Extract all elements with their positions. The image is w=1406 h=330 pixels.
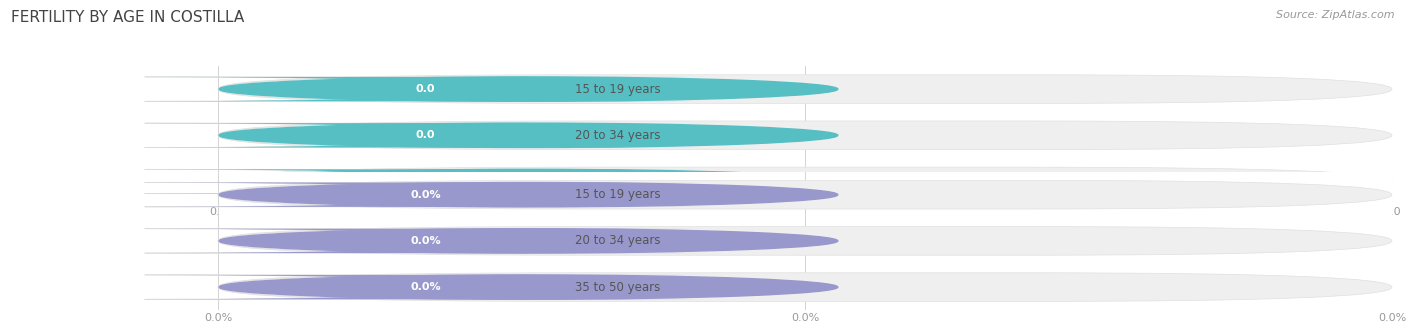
FancyBboxPatch shape [145,229,707,253]
Text: 0.0%: 0.0% [411,190,441,200]
Text: 0.0%: 0.0% [411,282,441,292]
FancyBboxPatch shape [145,229,529,253]
FancyBboxPatch shape [218,181,1392,209]
Text: 15 to 19 years: 15 to 19 years [575,188,661,201]
Text: FERTILITY BY AGE IN COSTILLA: FERTILITY BY AGE IN COSTILLA [11,10,245,25]
FancyBboxPatch shape [145,77,707,101]
FancyBboxPatch shape [145,275,707,299]
FancyBboxPatch shape [145,169,707,194]
Circle shape [219,123,838,148]
Circle shape [219,169,838,194]
Text: 0.0%: 0.0% [411,236,441,246]
Text: 35 to 50 years: 35 to 50 years [575,280,659,294]
Text: 20 to 34 years: 20 to 34 years [575,234,661,248]
Circle shape [219,275,838,299]
Text: 0.0: 0.0 [416,177,436,186]
Text: 20 to 34 years: 20 to 34 years [575,129,661,142]
Circle shape [219,229,838,253]
Circle shape [219,182,838,207]
FancyBboxPatch shape [145,275,529,299]
Text: 0.0: 0.0 [416,130,436,140]
FancyBboxPatch shape [218,227,1392,255]
FancyBboxPatch shape [218,121,1392,149]
FancyBboxPatch shape [145,77,529,101]
FancyBboxPatch shape [218,273,1392,301]
FancyBboxPatch shape [218,167,1392,196]
FancyBboxPatch shape [145,182,529,207]
FancyBboxPatch shape [145,123,707,148]
FancyBboxPatch shape [218,75,1392,103]
FancyBboxPatch shape [145,169,529,194]
Text: 35 to 50 years: 35 to 50 years [575,175,659,188]
Text: 15 to 19 years: 15 to 19 years [575,82,661,96]
Text: Source: ZipAtlas.com: Source: ZipAtlas.com [1277,10,1395,20]
FancyBboxPatch shape [145,123,529,148]
Circle shape [219,77,838,101]
Text: 0.0: 0.0 [416,84,436,94]
FancyBboxPatch shape [145,182,707,207]
